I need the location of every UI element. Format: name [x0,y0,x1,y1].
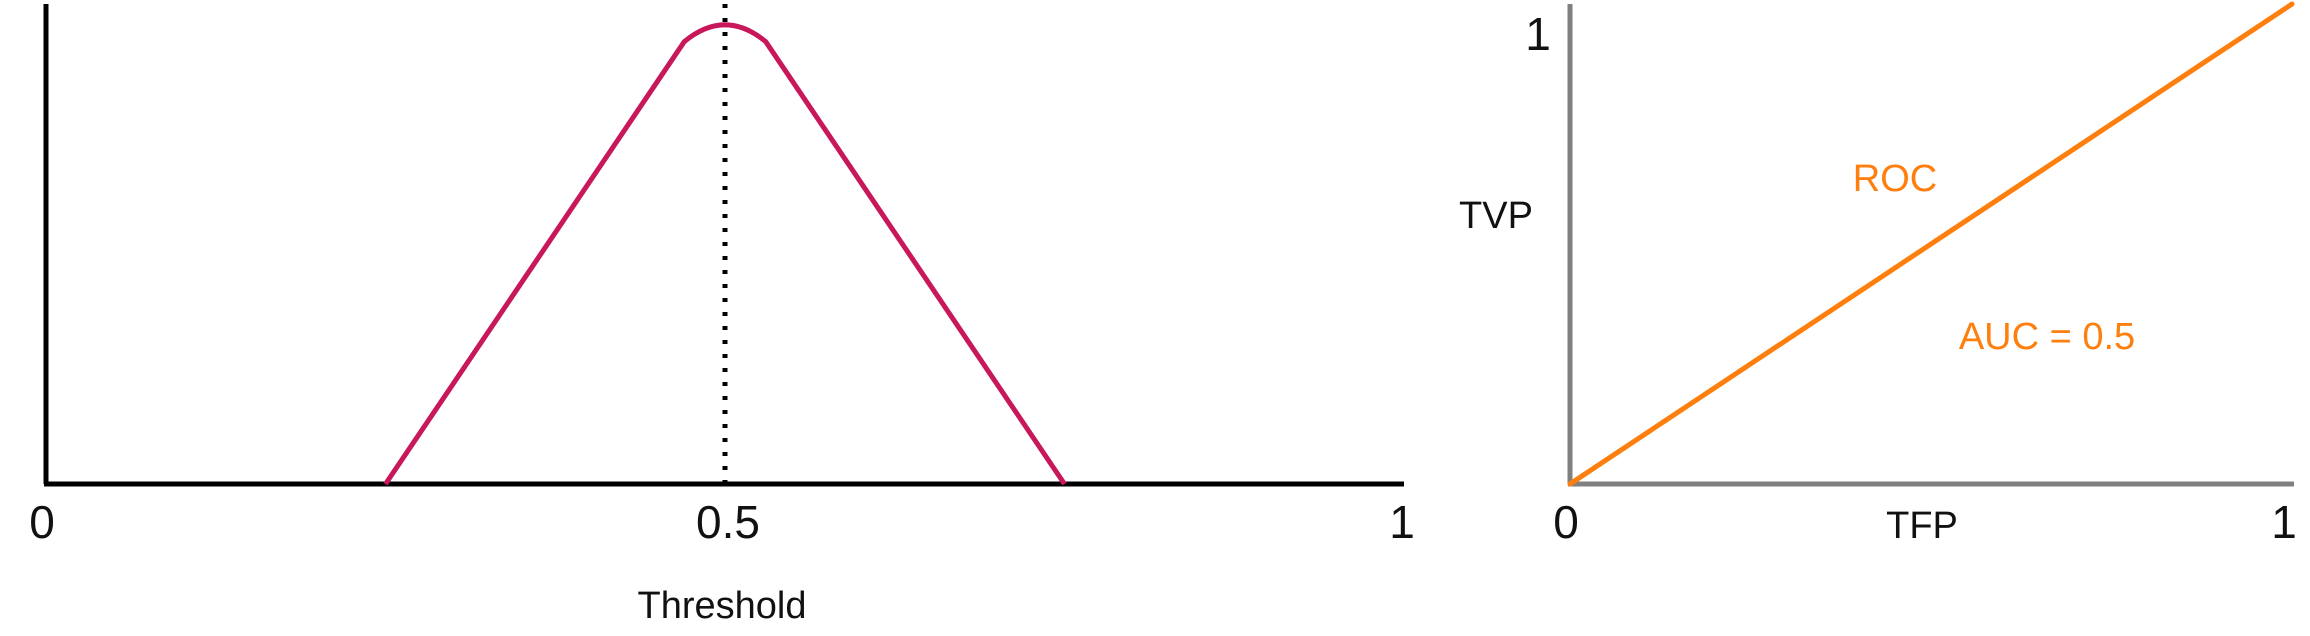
roc-x-tick: 1 [2271,496,2297,548]
auc-label: AUC = 0.5 [1959,316,2135,358]
threshold-x-tick: 0 [29,496,55,548]
distribution-curve [383,22,1067,486]
roc-y-label: TVP [1459,195,1533,237]
roc-x-tick: 0 [1553,496,1579,548]
roc-curve [1567,1,2295,487]
roc-chart: 1 TVP 0 1 TFP ROC AUC = 0.5 [1459,1,2297,548]
threshold-chart: 0 0.5 1 Threshold [29,4,1415,627]
roc-curve-label: ROC [1853,158,1937,200]
threshold-x-tick: 1 [1389,496,1415,548]
roc-y-tick: 1 [1525,8,1551,60]
threshold-x-tick: 0.5 [696,496,760,548]
roc-x-label: TFP [1886,505,1958,547]
threshold-x-label: Threshold [638,585,807,627]
